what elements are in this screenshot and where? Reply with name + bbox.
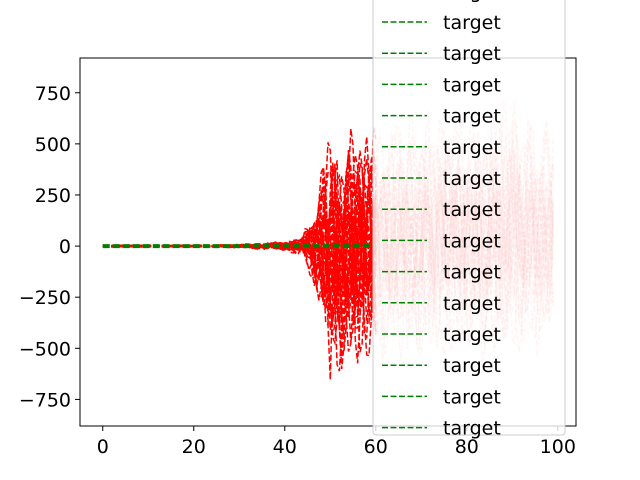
y-tick-label: −500 — [19, 338, 71, 360]
x-tick-label: 40 — [273, 436, 297, 458]
legend-label: target — [443, 106, 501, 128]
y-tick-label: 750 — [35, 83, 71, 105]
legend-label: target — [443, 199, 501, 221]
legend-label: target — [443, 293, 501, 315]
axes-frame — [79, 57, 577, 427]
legend-label: target — [443, 418, 501, 440]
y-tick-label: −250 — [19, 287, 71, 309]
x-tick-label: 20 — [182, 436, 206, 458]
legend-label: target — [443, 0, 501, 3]
y-tick-label: 0 — [59, 236, 71, 258]
legend-label: target — [443, 74, 501, 96]
legend-label: target — [443, 386, 501, 408]
x-tick-label: 100 — [540, 436, 576, 458]
legend-label: target — [443, 137, 501, 159]
legend-label: target — [443, 168, 501, 190]
y-tick-label: 250 — [35, 185, 71, 207]
legend-label: target — [443, 230, 501, 252]
legend-box — [372, 0, 566, 436]
legend-label: target — [443, 12, 501, 34]
legend-label: target — [443, 355, 501, 377]
legend: target target target target target target targ… — [372, 0, 566, 440]
x-tick-label: 60 — [364, 436, 388, 458]
y-tick-label: 500 — [35, 134, 71, 156]
legend-label: target — [443, 262, 501, 284]
legend-label: target — [443, 43, 501, 65]
x-tick-label: 0 — [97, 436, 109, 458]
legend-label: target — [443, 324, 501, 346]
y-tick-label: −750 — [19, 389, 71, 411]
axes: 0 20 40 60 80 100 −750 −500 −250 0 250 500 750 — [19, 57, 577, 458]
x-tick-label: 80 — [455, 436, 479, 458]
